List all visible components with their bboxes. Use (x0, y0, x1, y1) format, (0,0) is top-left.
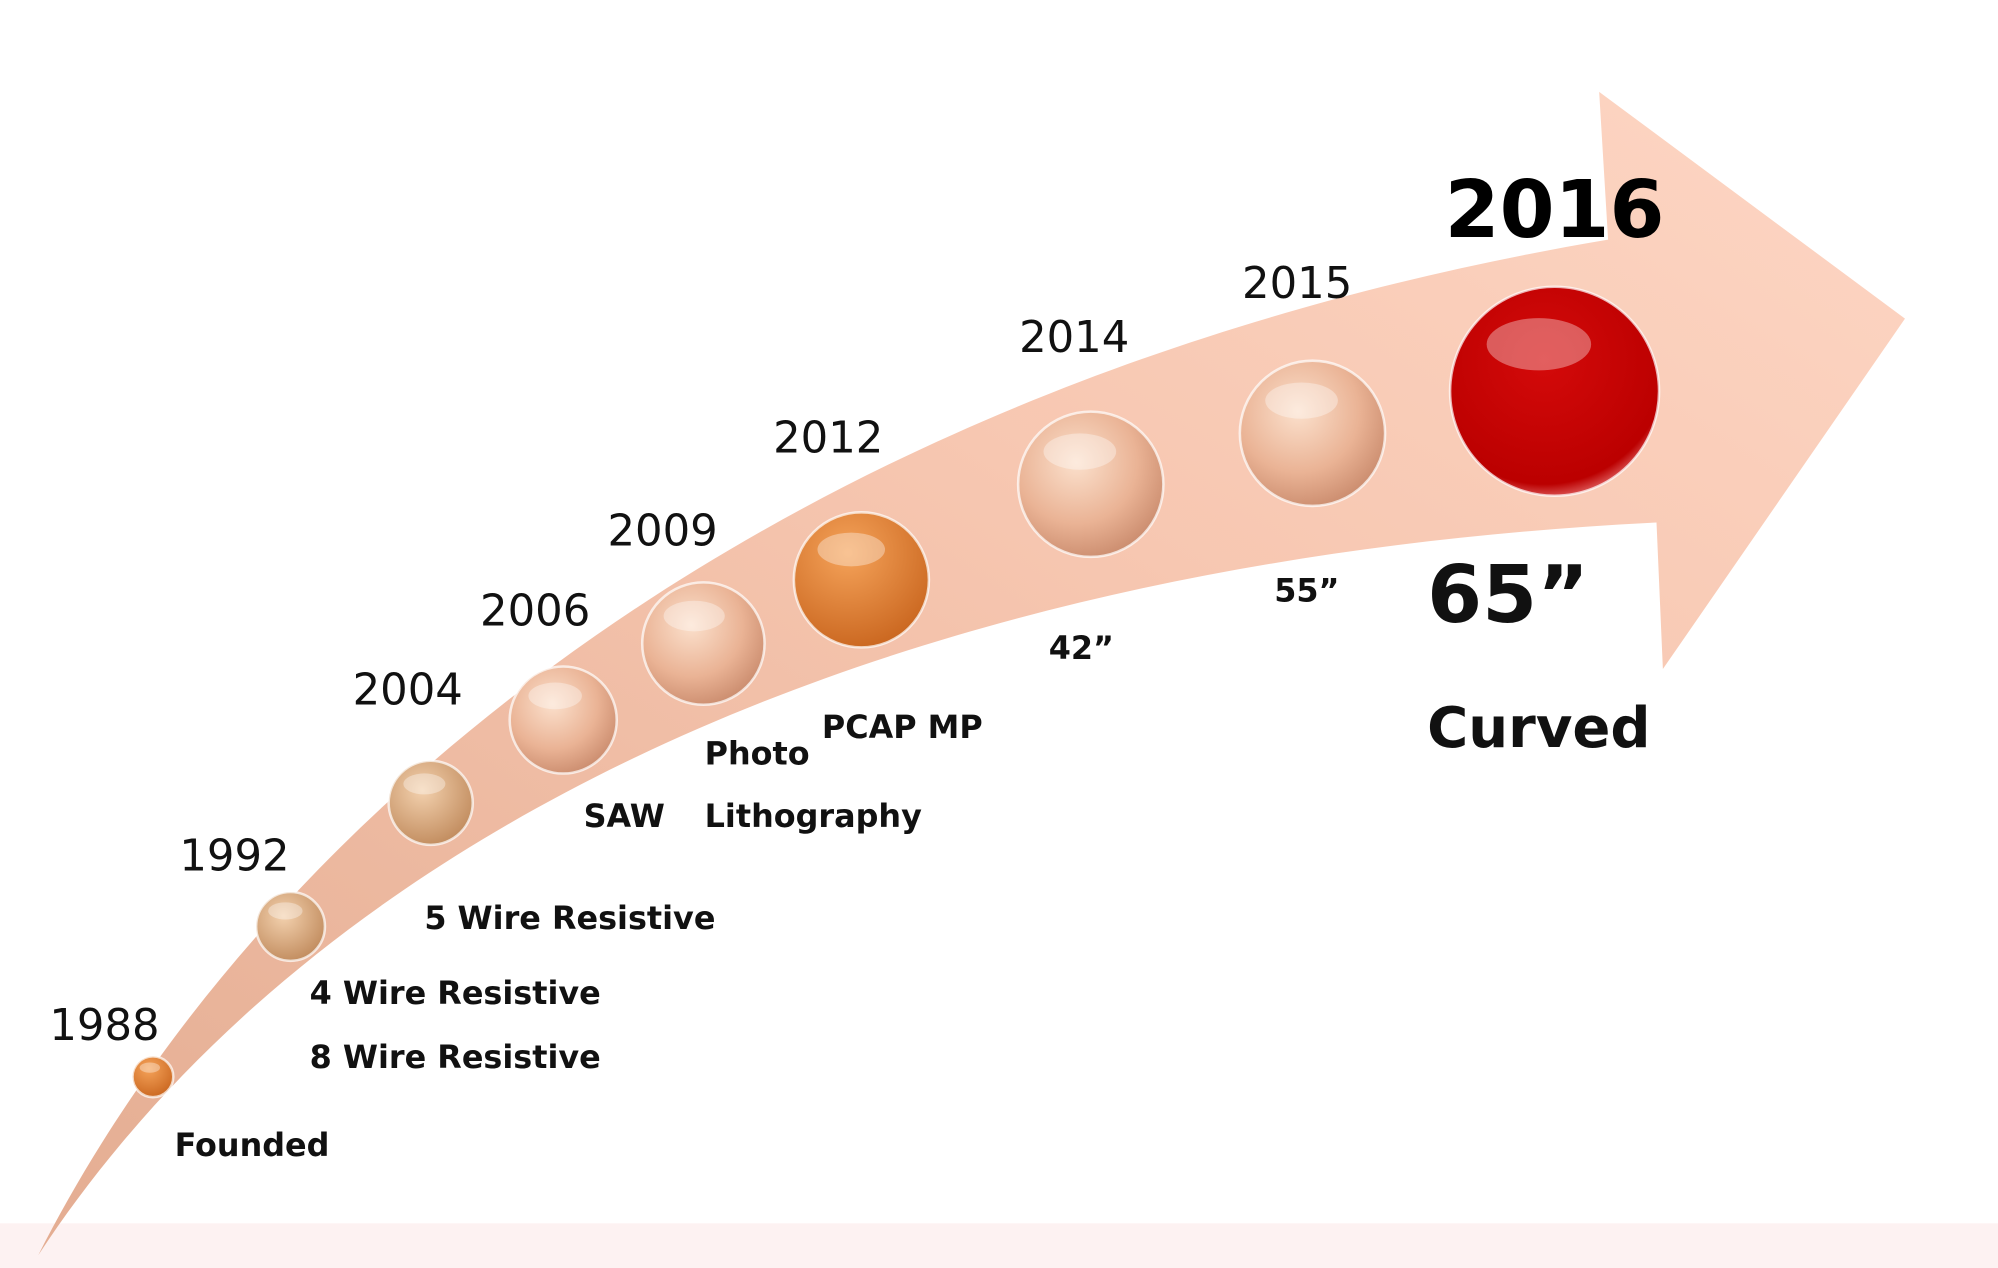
milestone-label: 4 Wire Resistive (310, 974, 601, 1012)
milestone-label: 42” (1049, 629, 1114, 667)
milestone-year: 2016 (1445, 164, 1665, 256)
floor-tint (0, 1223, 1998, 1268)
bead-highlight (817, 532, 886, 567)
milestone-bead (640, 581, 766, 706)
bead-highlight (1265, 382, 1338, 419)
milestone-year: 1988 (49, 1001, 159, 1051)
milestone-bead (1238, 359, 1387, 508)
milestone-bead (387, 759, 475, 847)
milestone-label: Curved (1427, 696, 1650, 761)
bead-highlight (268, 902, 303, 920)
milestone-year: 2012 (773, 413, 883, 463)
milestone-label: 55” (1274, 572, 1339, 610)
bead-highlight (139, 1062, 161, 1073)
milestone-label: Founded (175, 1126, 330, 1164)
milestone-year: 2004 (353, 666, 463, 716)
milestone-label: 5 Wire Resistive (424, 899, 715, 937)
milestone-year: 2006 (480, 587, 590, 637)
milestone-label: Photo (705, 735, 810, 773)
milestone-year: 2014 (1019, 313, 1129, 363)
milestone-bead (254, 890, 327, 963)
bead-highlight (1043, 433, 1117, 470)
milestone-bead (1448, 285, 1661, 498)
milestone-bead (792, 511, 931, 649)
timeline-arrow (38, 91, 1905, 1256)
bead-highlight (1486, 318, 1592, 371)
milestone-label: Lithography (705, 797, 922, 835)
milestone-label: 65” (1427, 549, 1589, 641)
milestone-bead (1016, 410, 1165, 559)
milestone-label: 8 Wire Resistive (310, 1038, 601, 1076)
milestone-label: PCAP MP (822, 708, 983, 746)
bead-highlight (663, 600, 725, 632)
milestone-year: 1992 (179, 831, 289, 881)
milestone-bead (131, 1055, 175, 1099)
milestones: 1988 Founded 1992 4 Wire Resistive 8 Wire Re… (49, 164, 1664, 1164)
bead-highlight (528, 682, 582, 710)
bead-highlight (403, 773, 446, 795)
milestone-bead (508, 665, 619, 775)
milestone-year: 2015 (1242, 259, 1352, 309)
milestone-label: SAW (584, 797, 665, 835)
milestone-year: 2009 (607, 506, 717, 556)
